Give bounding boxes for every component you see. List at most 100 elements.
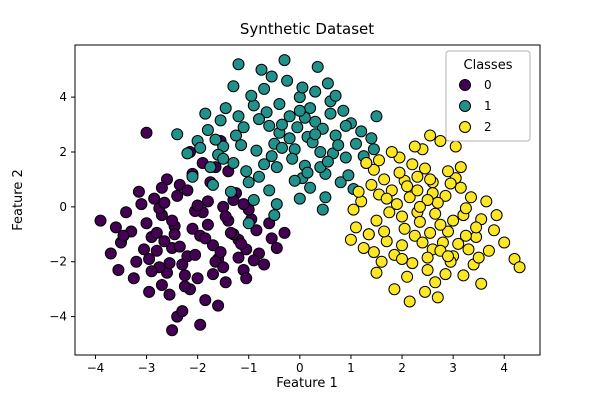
scatter-point [393, 166, 406, 179]
scatter-point [217, 152, 230, 165]
scatter-point [442, 225, 454, 238]
scatter-point [439, 189, 452, 202]
scatter-point [191, 272, 204, 285]
scatter-point [242, 217, 255, 230]
scatter-point [186, 222, 199, 235]
scatter-point [143, 253, 156, 265]
legend: Classes 0 1 2 [445, 50, 531, 142]
scatter-point [209, 133, 222, 146]
scatter-point [283, 132, 296, 145]
legend-marker [459, 79, 471, 91]
scatter-point [104, 247, 117, 260]
scatter-point [344, 233, 357, 246]
scatter-point [419, 285, 431, 298]
scatter-point [227, 157, 240, 169]
x-tick-label: 3 [449, 361, 457, 375]
scatter-point [163, 257, 176, 270]
scatter-point [207, 268, 219, 281]
scatter-point [278, 226, 291, 239]
scatter-point [293, 104, 306, 117]
scatter-point [413, 215, 426, 228]
scatter-point [253, 113, 265, 126]
scatter-point [173, 240, 186, 253]
scatter-point [447, 214, 460, 227]
scatter-point [163, 288, 176, 301]
scatter-point [396, 253, 408, 265]
y-tick-label: 2 [59, 145, 67, 159]
scatter-point [207, 239, 219, 252]
scatter-point [380, 192, 393, 205]
scatter-point [490, 209, 503, 222]
scatter-point [475, 277, 488, 290]
scatter-point [237, 121, 250, 134]
scatter-point [390, 198, 403, 211]
scatter-point [235, 139, 248, 152]
scatter-point [286, 152, 299, 165]
scatter-point [321, 77, 334, 90]
scatter-point [421, 264, 434, 276]
scatter-point [258, 258, 271, 271]
scatter-point [398, 222, 411, 235]
scatter-point [130, 255, 143, 268]
scatter-point [411, 170, 424, 183]
scatter-point [199, 107, 212, 120]
scatter-point [373, 154, 385, 167]
scatter-point [424, 129, 437, 142]
scatter-point [347, 203, 360, 216]
scatter-point [480, 195, 493, 208]
scatter-point [199, 294, 212, 307]
scatter-point [498, 236, 511, 249]
scatter-point [324, 107, 337, 120]
scatter-point [199, 232, 212, 245]
scatter-point [419, 162, 431, 175]
scatter-point [219, 276, 232, 289]
y-tick-label: 4 [59, 90, 67, 104]
x-tick-label: −2 [189, 361, 207, 375]
scatter-point [429, 276, 442, 289]
y-tick-label: −2 [49, 255, 67, 269]
scatter-point [304, 181, 317, 194]
scatter-point [242, 176, 255, 189]
scatter-point [439, 268, 452, 281]
scatter-point [362, 228, 375, 241]
scatter-point [232, 58, 245, 71]
scatter-point [301, 166, 314, 179]
scatter-point [235, 237, 248, 250]
scatter-point [127, 272, 140, 285]
scatter-point [309, 115, 322, 128]
scatter-point [352, 185, 365, 198]
y-axis-label: Feature 2 [11, 169, 26, 231]
scatter-point [258, 82, 271, 95]
scatter-point [424, 173, 437, 186]
scatter-point [321, 155, 334, 168]
axes-frame [74, 44, 541, 356]
scatter-point [227, 80, 240, 93]
scatter-point [355, 125, 368, 138]
scatter-point [255, 63, 268, 76]
scatter-point [150, 244, 163, 257]
scatter-point [434, 218, 447, 231]
legend-box [445, 50, 531, 142]
scatter-point [513, 261, 526, 274]
scatter-point [268, 209, 281, 222]
legend-label: 0 [484, 78, 492, 92]
scatter-point [214, 114, 227, 127]
scatter-point [408, 229, 421, 242]
scatter-point [457, 269, 470, 282]
scatter-point [385, 146, 398, 158]
scatter-point [250, 144, 263, 157]
scatter-point [212, 299, 225, 312]
scatter-point [145, 265, 158, 278]
scatter-point [237, 198, 250, 211]
scatter-point [247, 254, 260, 267]
scatter-point [117, 229, 130, 242]
scatter-point [181, 184, 194, 197]
scatter-point [224, 185, 237, 198]
scatter-point [370, 214, 383, 227]
scatter-point [413, 200, 426, 213]
scatter-point [166, 324, 179, 337]
scatter-point [178, 280, 191, 293]
scatter-point [217, 261, 230, 274]
scatter-point [276, 141, 288, 154]
